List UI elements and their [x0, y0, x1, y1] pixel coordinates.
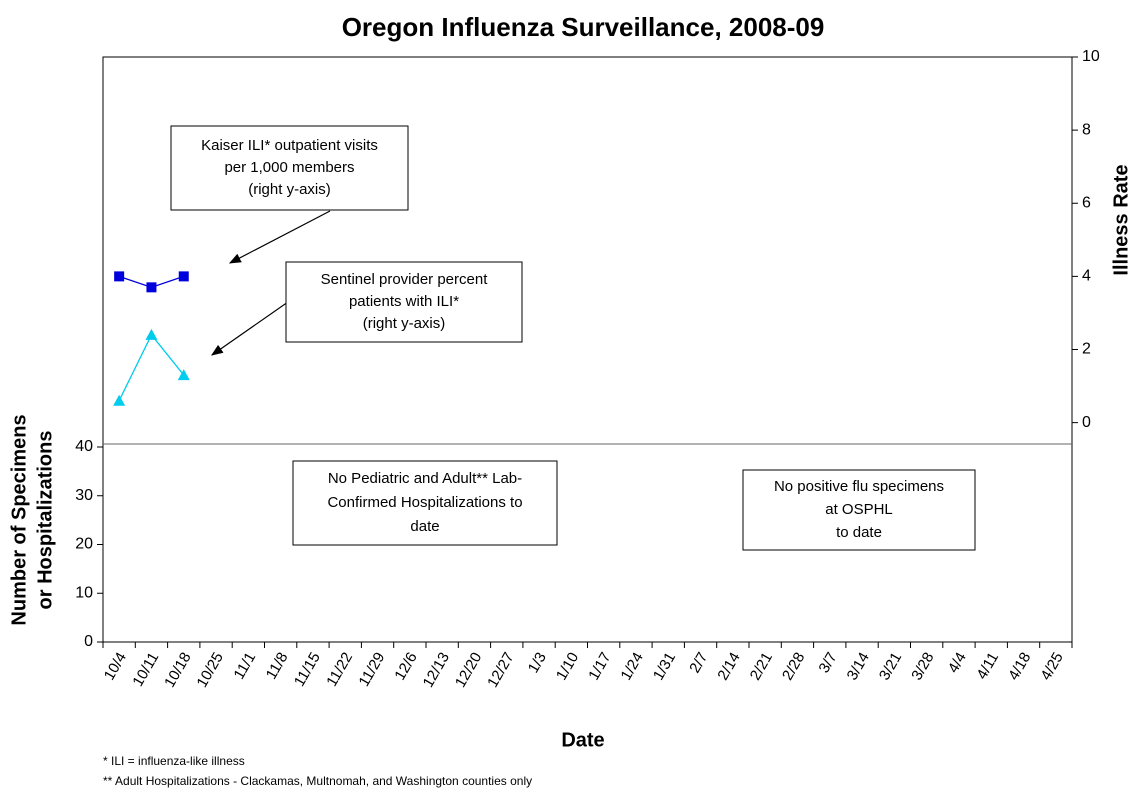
marker — [178, 271, 189, 282]
x-tick-label: 10/25 — [193, 649, 226, 690]
annotation-text: Kaiser ILI* outpatient visits — [201, 137, 378, 154]
annotation-text: patients with ILI* — [349, 293, 459, 310]
x-axis-title: Date — [561, 729, 604, 751]
marker — [113, 394, 126, 406]
x-tick-label: 10/4 — [101, 649, 130, 683]
x-tick-label: 2/7 — [686, 649, 711, 676]
x-tick-label: 1/31 — [650, 649, 679, 683]
x-tick-label: 12/27 — [484, 649, 517, 690]
x-tick-label: 12/20 — [452, 649, 485, 690]
x-tick-label: 2/21 — [747, 649, 776, 683]
x-tick-label: 1/3 — [525, 649, 550, 676]
y2-axis-title: Illness Rate — [1110, 164, 1132, 275]
x-tick-label: 1/24 — [618, 649, 647, 683]
x-tick-label: 4/25 — [1037, 649, 1066, 683]
annotation-text: at OSPHL — [825, 501, 893, 518]
x-tick-label: 11/22 — [323, 649, 356, 689]
annotation-text: to date — [836, 524, 882, 541]
chart-title: Oregon Influenza Surveillance, 2008-09 — [342, 12, 825, 42]
y-tick-label: 10 — [75, 584, 93, 601]
annotation-text: (right y-axis) — [363, 315, 446, 332]
footnote: ** Adult Hospitalizations - Clackamas, M… — [103, 774, 532, 788]
y-axis-title: Number of Specimens — [8, 414, 30, 625]
x-tick-label: 12/13 — [420, 649, 453, 690]
annotation-text: Confirmed Hospitalizations to — [327, 494, 522, 511]
annotation-text: Sentinel provider percent — [321, 271, 489, 288]
x-tick-label: 1/17 — [585, 649, 614, 683]
y-axis-title: or Hospitalizations — [34, 431, 56, 610]
y-tick-label: 20 — [75, 536, 93, 553]
y-tick-label: 0 — [84, 633, 93, 650]
x-tick-label: 2/28 — [779, 649, 808, 683]
y2-tick-label: 8 — [1082, 121, 1091, 138]
x-tick-label: 3/28 — [908, 649, 937, 683]
x-tick-label: 11/29 — [356, 649, 389, 689]
x-tick-label: 11/8 — [263, 649, 292, 682]
x-tick-label: 11/1 — [230, 649, 259, 682]
series-line — [118, 333, 185, 401]
marker — [146, 282, 157, 293]
annotation-box — [742, 469, 976, 551]
annotation-box — [170, 125, 409, 211]
y2-tick-label: 6 — [1082, 194, 1091, 211]
arrow — [211, 294, 299, 356]
arrow — [228, 210, 331, 264]
annotation-box — [285, 261, 523, 343]
y-tick-label: 40 — [75, 438, 93, 455]
x-tick-label: 4/4 — [945, 649, 970, 676]
x-tick-label: 12/6 — [391, 649, 420, 683]
annotation-text: (right y-axis) — [248, 181, 331, 198]
annotation-text: per 1,000 members — [224, 159, 354, 176]
annotation-text: date — [410, 518, 439, 535]
marker — [177, 369, 190, 381]
y2-tick-label: 4 — [1082, 268, 1091, 285]
x-tick-label: 3/14 — [844, 649, 873, 683]
y2-tick-label: 10 — [1082, 48, 1100, 65]
y-tick-label: 30 — [75, 487, 93, 504]
x-tick-label: 11/15 — [291, 649, 324, 689]
annotation-text: No positive flu specimens — [774, 478, 944, 495]
x-tick-label: 1/10 — [553, 649, 582, 683]
y2-tick-label: 2 — [1082, 341, 1091, 358]
x-tick-label: 3/7 — [815, 649, 840, 676]
annotation-text: No Pediatric and Adult** Lab- — [328, 470, 522, 487]
footnote: * ILI = influenza-like illness — [103, 754, 245, 768]
y2-tick-label: 0 — [1082, 414, 1091, 431]
marker — [114, 271, 125, 282]
x-tick-label: 3/21 — [876, 649, 905, 683]
x-tick-label: 4/11 — [973, 649, 1002, 682]
x-tick-label: 10/18 — [161, 649, 194, 690]
annotation-box — [292, 460, 558, 546]
x-tick-label: 10/11 — [129, 649, 162, 689]
x-tick-label: 2/14 — [714, 649, 743, 683]
x-tick-label: 4/18 — [1005, 649, 1034, 683]
marker — [145, 328, 158, 340]
